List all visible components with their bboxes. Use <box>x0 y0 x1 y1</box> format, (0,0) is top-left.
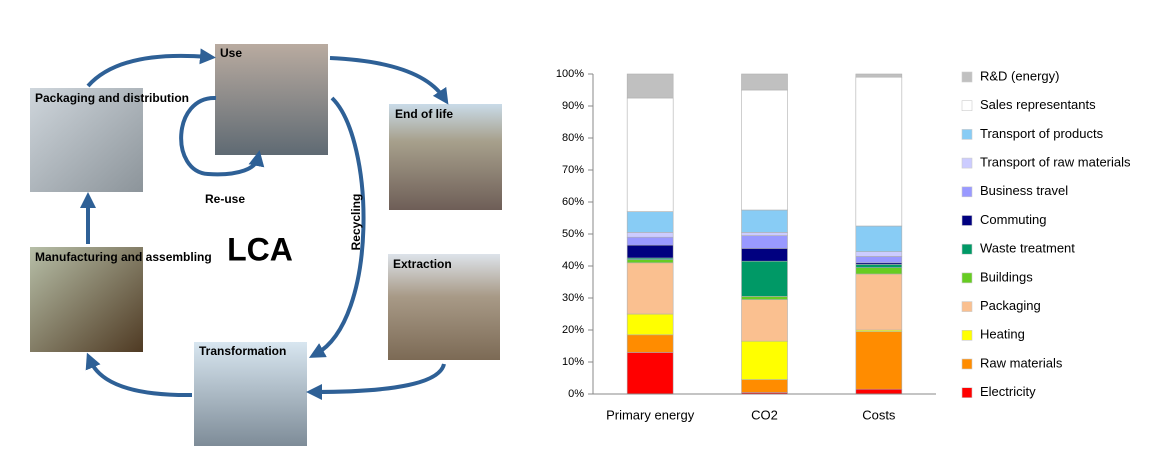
photo <box>389 104 502 210</box>
stage-label: Packaging and distribution <box>35 91 189 105</box>
legend-label: Transport of products <box>980 126 1104 141</box>
legend-swatch <box>961 272 973 284</box>
chart: 0% 10% 20% 30% 40% 50% 60% 70% 80% 90% 100% Primary… <box>556 68 1131 423</box>
bar-segment <box>626 313 674 336</box>
bar-segment <box>626 244 674 259</box>
bar-segment <box>855 256 903 264</box>
stage-label: Manufacturing and assembling <box>35 250 212 264</box>
photo <box>215 44 328 155</box>
bar-segment <box>855 251 903 257</box>
bar-segment <box>741 73 788 91</box>
bar-segment <box>741 209 788 233</box>
y-tick-label: 10% <box>562 356 584 368</box>
legend-swatch <box>961 71 973 83</box>
legend-label: Business travel <box>980 183 1068 198</box>
legend-swatch <box>961 157 973 169</box>
bar-segment <box>741 296 788 300</box>
stage-label: Transformation <box>199 344 286 358</box>
legend-label: Transport of raw materials <box>980 155 1131 170</box>
bar-segment <box>741 89 788 211</box>
bar-segment <box>741 260 788 297</box>
bar-segment <box>626 334 674 353</box>
bar-segment <box>626 236 674 246</box>
center-label: LCA <box>227 231 293 267</box>
bar-segment <box>741 235 788 249</box>
photo <box>30 247 143 352</box>
bar-segment <box>626 262 674 315</box>
bar-segment <box>855 73 903 78</box>
bar-segment <box>855 388 903 395</box>
legend-label: R&D (energy) <box>980 68 1059 83</box>
legend-swatch <box>961 100 973 111</box>
bar-segment <box>855 331 903 390</box>
edge-label: Recycling <box>349 194 363 251</box>
legend-swatch <box>961 215 973 226</box>
y-tick-label: 50% <box>562 228 584 240</box>
arrow <box>179 95 265 177</box>
legend-label: Electricity <box>980 384 1036 399</box>
photo <box>388 254 500 360</box>
legend-label: Packaging <box>980 298 1041 313</box>
legend-swatch <box>961 243 973 255</box>
stage-label: Use <box>220 46 242 60</box>
bar-segment <box>741 379 788 393</box>
legend-label: Sales representants <box>980 97 1096 112</box>
legend-label: Buildings <box>980 269 1033 284</box>
legend-label: Heating <box>980 327 1025 342</box>
y-tick-label: 40% <box>562 260 584 272</box>
legend-swatch <box>961 387 973 399</box>
bar-segment <box>741 340 788 380</box>
bar-segment <box>626 97 674 212</box>
x-tick-label: CO2 <box>751 407 778 422</box>
arrow <box>329 56 449 105</box>
bar-segment <box>626 232 674 238</box>
bar-segment <box>855 76 903 227</box>
bar-segment <box>741 248 788 262</box>
legend-swatch <box>961 301 973 312</box>
arrow <box>306 363 446 400</box>
edge-label: Re-use <box>205 192 245 206</box>
arrow <box>308 96 366 358</box>
bar-segment <box>741 299 788 342</box>
stage-label: End of life <box>395 107 453 121</box>
bar-segment <box>741 232 788 236</box>
x-tick-label: Costs <box>862 407 896 422</box>
bar-segment <box>626 73 674 99</box>
bar-segment <box>855 273 903 331</box>
legend-swatch <box>961 358 973 370</box>
bar-segment <box>855 267 903 275</box>
bar-segment <box>855 264 903 268</box>
legend-swatch <box>961 129 973 140</box>
y-tick-label: 60% <box>562 196 584 208</box>
arrow <box>86 48 216 88</box>
lca-diagram: Use Packaging and distribution End of li… <box>30 44 502 446</box>
y-tick-label: 30% <box>562 292 584 304</box>
legend-label: Commuting <box>980 212 1046 227</box>
y-tick-label: 70% <box>562 164 584 176</box>
bar-segment <box>626 211 674 233</box>
legend-label: Waste treatment <box>980 241 1075 256</box>
y-tick-label: 0% <box>568 388 584 400</box>
y-tick-label: 90% <box>562 100 584 112</box>
legend-swatch <box>961 186 973 198</box>
arrow <box>85 352 193 398</box>
x-tick-label: Primary energy <box>606 407 695 422</box>
photo <box>30 88 143 192</box>
y-tick-label: 20% <box>562 324 584 336</box>
legend-label: Raw materials <box>980 355 1063 370</box>
y-tick-label: 100% <box>556 68 584 80</box>
y-tick-label: 80% <box>562 132 584 144</box>
bar-segment <box>855 225 903 252</box>
stage-label: Extraction <box>393 257 452 271</box>
photo <box>194 342 307 446</box>
bar-segment <box>626 352 674 395</box>
bar-segment <box>626 259 674 264</box>
legend-swatch <box>961 329 973 341</box>
